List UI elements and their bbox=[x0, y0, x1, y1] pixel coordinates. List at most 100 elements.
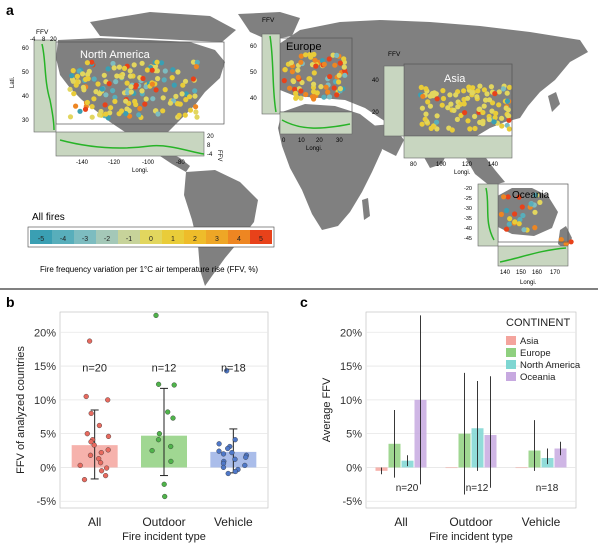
ffv-dot bbox=[127, 113, 133, 119]
colorbar-swatch bbox=[184, 230, 206, 244]
ffv-dot bbox=[128, 89, 134, 95]
ffv-dot bbox=[483, 97, 489, 103]
ffv-dot bbox=[298, 53, 304, 59]
ffv-dot bbox=[507, 216, 513, 222]
data-point bbox=[243, 454, 249, 460]
ffv-dot bbox=[288, 60, 294, 66]
ffv-dot bbox=[331, 85, 337, 91]
ffv-dot bbox=[127, 73, 133, 79]
ffv-dot bbox=[418, 84, 424, 90]
asia-lon-axis-label: Longi. bbox=[454, 170, 471, 176]
ffv-dot bbox=[439, 102, 445, 108]
ffv-dot bbox=[505, 113, 511, 119]
na-ffv-r-label: FFV bbox=[216, 150, 222, 161]
na-ffv-r-tick-0: 20 bbox=[207, 134, 214, 140]
na-lon-tick-3: -80 bbox=[176, 160, 185, 166]
ffv-dot bbox=[76, 68, 82, 74]
ffv-dot bbox=[337, 86, 343, 92]
colorbar-swatch bbox=[74, 230, 96, 244]
colorbar-tick-label: 5 bbox=[259, 236, 263, 243]
y-tick-label: 10% bbox=[340, 395, 362, 407]
data-point bbox=[220, 451, 227, 457]
ffv-dot bbox=[533, 192, 539, 198]
data-point bbox=[98, 450, 104, 456]
ffv-dot bbox=[176, 112, 182, 118]
ffv-dot bbox=[466, 84, 472, 90]
ffv-dot bbox=[423, 111, 429, 117]
ffv-dot bbox=[477, 106, 483, 112]
ffv-dot bbox=[80, 71, 86, 77]
data-point bbox=[88, 410, 94, 417]
ffv-dot bbox=[458, 112, 464, 118]
ffv-dot bbox=[496, 89, 502, 95]
ffv-dot bbox=[504, 90, 510, 96]
ffv-dot bbox=[171, 82, 177, 88]
data-point bbox=[105, 447, 111, 453]
ffv-dot bbox=[447, 92, 453, 98]
ffv-dot bbox=[114, 73, 120, 79]
y-tick-label: -5% bbox=[342, 496, 362, 508]
ffv-dot bbox=[144, 67, 150, 73]
ffv-dot bbox=[162, 68, 168, 74]
ffv-dot bbox=[506, 126, 512, 132]
eu-lat-tick-2: 40 bbox=[250, 96, 257, 102]
ffv-dot bbox=[506, 117, 512, 123]
na-lat-tick-3: 30 bbox=[22, 118, 29, 124]
ffv-dot bbox=[295, 74, 301, 80]
ffv-dot bbox=[312, 57, 318, 63]
data-point bbox=[232, 456, 238, 462]
ffv-dot bbox=[70, 78, 76, 84]
na-lon-curve bbox=[59, 139, 205, 155]
bar bbox=[210, 451, 257, 468]
ffv-dot bbox=[182, 112, 188, 118]
ffv-dot bbox=[568, 239, 574, 245]
ffv-dot bbox=[74, 73, 80, 79]
ffv-dot bbox=[505, 194, 511, 200]
oc-lon-axis-label: Longi. bbox=[520, 280, 537, 286]
ffv-dot bbox=[307, 51, 313, 58]
ffv-dot bbox=[423, 86, 429, 92]
ffv-dot bbox=[434, 113, 440, 119]
data-point bbox=[171, 382, 177, 388]
na-lat-tick-0: 60 bbox=[22, 46, 29, 52]
ffv-dot bbox=[82, 106, 89, 112]
ffv-dot bbox=[77, 108, 83, 114]
ffv-dot bbox=[451, 107, 457, 113]
ffv-dot bbox=[180, 82, 186, 88]
ffv-dot bbox=[493, 110, 499, 116]
ffv-dot bbox=[105, 115, 111, 121]
eu-lat-tick-1: 50 bbox=[250, 70, 257, 76]
x-tick-label: Vehicle bbox=[214, 515, 253, 529]
ffv-colorbar: -5 -4 -3 -2 -1 0 1 2 3 4 5 bbox=[27, 226, 275, 248]
ffv-dot bbox=[142, 101, 148, 107]
data-point bbox=[83, 393, 89, 400]
legend-swatch bbox=[506, 360, 516, 369]
eu-lon-tick-0: 0 bbox=[282, 138, 286, 144]
ffv-dot bbox=[504, 207, 510, 214]
data-point bbox=[96, 422, 103, 429]
fire-ffv-dots bbox=[67, 51, 574, 247]
ffv-dot bbox=[167, 100, 173, 106]
panel-b-label: b bbox=[6, 294, 15, 310]
ffv-dot bbox=[110, 60, 116, 67]
plot-area bbox=[365, 311, 577, 509]
ffv-dot bbox=[504, 98, 511, 104]
ffv-dot bbox=[110, 88, 116, 94]
na-lon-axis-label: Longi. bbox=[132, 168, 149, 174]
ffv-dot bbox=[106, 81, 112, 87]
ffv-dot bbox=[119, 74, 125, 80]
ffv-dot bbox=[85, 76, 91, 82]
y-tick-label: 15% bbox=[34, 361, 56, 373]
ffv-dot bbox=[140, 75, 146, 82]
oc-lat-tick-5: -45 bbox=[464, 236, 472, 242]
asia-ffv-label: FFV bbox=[388, 51, 401, 58]
ffv-dot bbox=[311, 70, 317, 76]
colorbar-swatch bbox=[228, 230, 250, 244]
ffv-dot bbox=[128, 84, 134, 90]
ffv-dot bbox=[116, 64, 122, 70]
ffv-dot bbox=[133, 101, 139, 108]
inset-north-america: North America FFV -4 8 20 60 50 40 30 La… bbox=[10, 29, 225, 174]
data-point bbox=[84, 431, 90, 437]
ffv-dot bbox=[95, 81, 101, 87]
panel-a-label: a bbox=[6, 2, 14, 18]
